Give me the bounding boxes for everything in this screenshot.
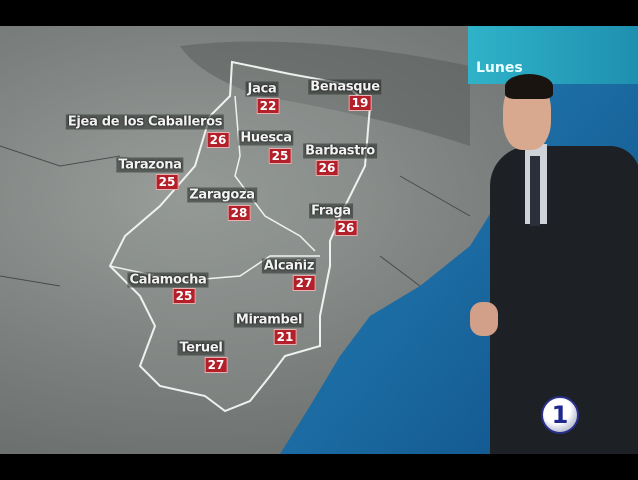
city-name: Calamocha (127, 272, 209, 288)
city-name: Ejea de los Caballeros (65, 114, 225, 130)
channel-logo: 1 (541, 396, 579, 434)
city-temperature: 28 (227, 205, 251, 221)
city-temperature: 26 (315, 160, 339, 176)
city-temperature: 22 (256, 98, 280, 114)
city-name: Alcañiz (261, 258, 317, 274)
city-name: Benasque (308, 79, 382, 95)
city-name: Mirambel (233, 312, 305, 328)
city-temperature: 21 (273, 329, 297, 345)
city-name: Zaragoza (187, 187, 257, 203)
city-name: Huesca (238, 130, 294, 146)
city-temperature: 25 (268, 148, 292, 164)
day-label: Lunes (476, 60, 523, 76)
city-temperature: 25 (155, 174, 179, 190)
day-banner: Lunes (468, 26, 638, 84)
city-name: Fraga (309, 203, 353, 219)
city-temperature: 19 (348, 95, 372, 111)
city-temperature: 26 (334, 220, 358, 236)
city-temperature: 27 (292, 275, 316, 291)
city-temperature: 25 (172, 288, 196, 304)
city-name: Jaca (245, 81, 279, 97)
city-name: Teruel (177, 340, 225, 356)
channel-logo-number: 1 (551, 401, 569, 429)
city-temperature: 27 (204, 357, 228, 373)
city-name: Barbastro (303, 143, 377, 159)
city-name: Tarazona (116, 157, 184, 173)
city-temperature: 26 (206, 132, 230, 148)
